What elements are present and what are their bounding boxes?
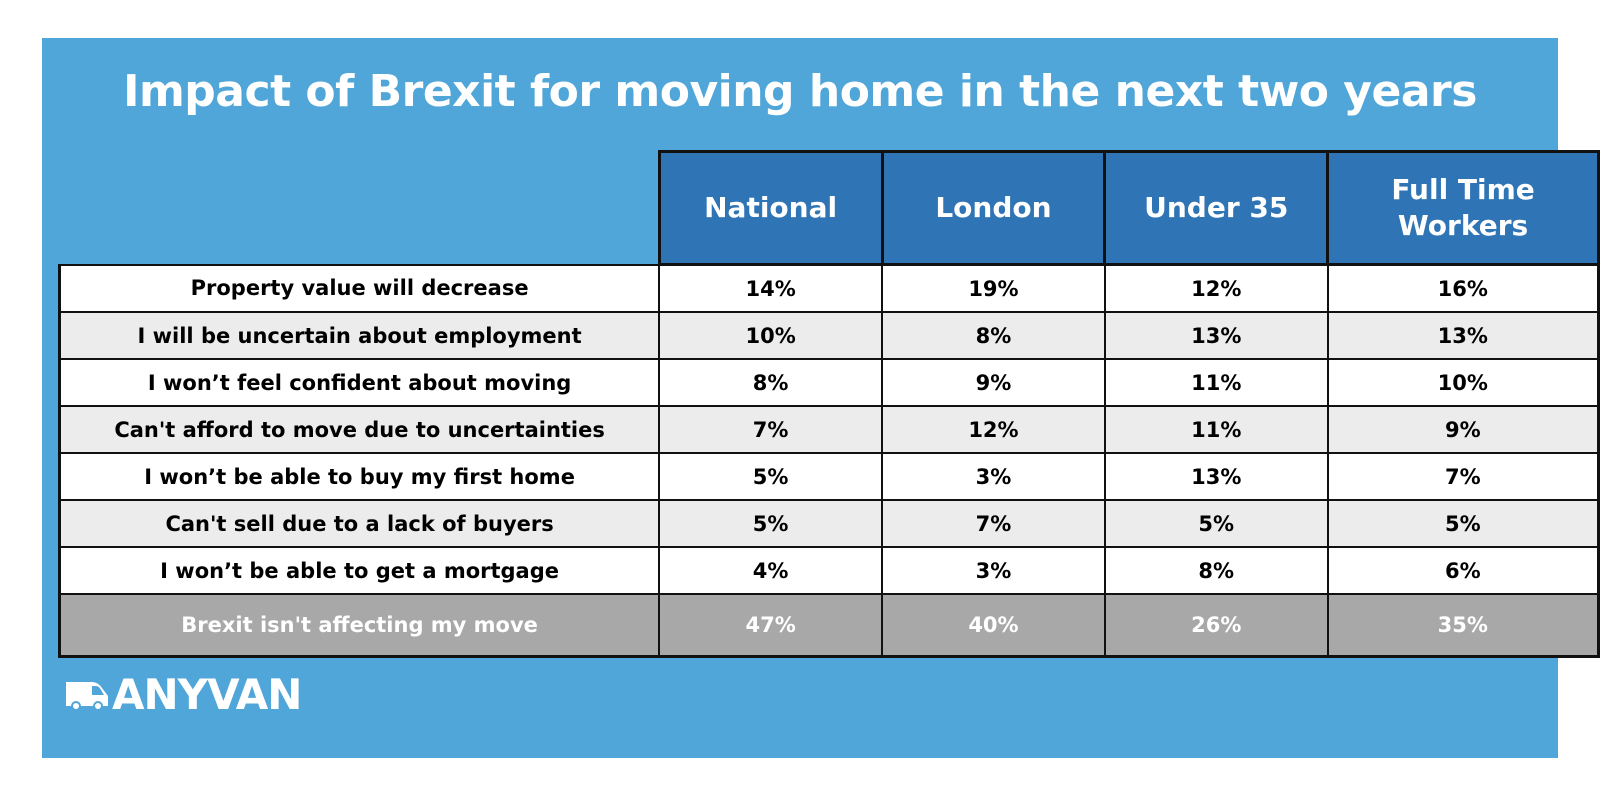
total-cell: 40% bbox=[881, 593, 1106, 658]
row-label: I won’t be able to get a mortgage bbox=[58, 546, 661, 595]
row-label: Property value will decrease bbox=[58, 263, 661, 313]
table-cell: 8% bbox=[1103, 546, 1329, 595]
van-icon bbox=[66, 682, 108, 711]
chart-title: Impact of Brexit for moving home in the … bbox=[123, 66, 1477, 117]
table-cell: 14% bbox=[658, 263, 884, 313]
table-cell: 7% bbox=[1326, 452, 1600, 501]
table-cell: 13% bbox=[1103, 452, 1329, 501]
table-cell: 19% bbox=[881, 263, 1106, 313]
table-cell: 11% bbox=[1103, 358, 1329, 407]
table-cell: 5% bbox=[658, 499, 884, 548]
total-cell: 35% bbox=[1326, 593, 1600, 658]
table-cell: 3% bbox=[881, 452, 1106, 501]
row-label: I won’t feel confident about moving bbox=[58, 358, 661, 407]
empty-corner-cell bbox=[60, 152, 660, 265]
table-cell: 7% bbox=[881, 499, 1106, 548]
table-cell: 12% bbox=[881, 405, 1106, 454]
column-header-under-35: Under 35 bbox=[1103, 150, 1330, 266]
anyvan-logo: ANYVAN bbox=[62, 669, 302, 719]
row-label: I won’t be able to buy my first home bbox=[58, 452, 661, 501]
table-cell: 13% bbox=[1103, 311, 1329, 360]
header-row: National London Under 35 Full Time Worke… bbox=[60, 150, 1600, 266]
row-label: Can't afford to move due to uncertaintie… bbox=[58, 405, 661, 454]
table-cell: 3% bbox=[881, 546, 1106, 595]
total-cell: 47% bbox=[658, 593, 884, 658]
table-row: I won’t be able to get a mortgage 4% 3% … bbox=[58, 546, 1600, 595]
table-cell: 12% bbox=[1103, 263, 1329, 313]
table-cell: 13% bbox=[1326, 311, 1600, 360]
table-row: Can't sell due to a lack of buyers 5% 7%… bbox=[58, 499, 1600, 548]
table-row: I won’t be able to buy my first home 5% … bbox=[58, 452, 1600, 501]
column-header-full-time-workers: Full Time Workers bbox=[1326, 150, 1600, 266]
table-cell: 11% bbox=[1103, 405, 1329, 454]
table-cell: 5% bbox=[1326, 499, 1600, 548]
table-cell: 4% bbox=[658, 546, 884, 595]
table-cell: 16% bbox=[1326, 263, 1600, 313]
table-cell: 6% bbox=[1326, 546, 1600, 595]
column-header-london: London bbox=[880, 150, 1107, 266]
table-cell: 5% bbox=[1103, 499, 1329, 548]
table-row: I won’t feel confident about moving 8% 9… bbox=[58, 358, 1600, 407]
total-row: Brexit isn't affecting my move 47% 40% 2… bbox=[58, 593, 1600, 658]
row-label: Can't sell due to a lack of buyers bbox=[58, 499, 661, 548]
total-row-label: Brexit isn't affecting my move bbox=[58, 593, 661, 658]
total-cell: 26% bbox=[1103, 593, 1329, 658]
table-cell: 9% bbox=[1326, 405, 1600, 454]
table-row: Property value will decrease 14% 19% 12%… bbox=[58, 263, 1600, 313]
table-cell: 9% bbox=[881, 358, 1106, 407]
table-cell: 5% bbox=[658, 452, 884, 501]
column-header-national: National bbox=[657, 150, 884, 266]
table-row: Can't afford to move due to uncertaintie… bbox=[58, 405, 1600, 454]
table-cell: 8% bbox=[881, 311, 1106, 360]
table-cell: 8% bbox=[658, 358, 884, 407]
results-table: National London Under 35 Full Time Worke… bbox=[58, 150, 1600, 658]
table-cell: 10% bbox=[658, 311, 884, 360]
row-label: I will be uncertain about employment bbox=[58, 311, 661, 360]
table-row: I will be uncertain about employment 10%… bbox=[58, 311, 1600, 360]
logo-wordmark: ANYVAN bbox=[112, 669, 302, 719]
table-cell: 10% bbox=[1326, 358, 1600, 407]
table-cell: 7% bbox=[658, 405, 884, 454]
